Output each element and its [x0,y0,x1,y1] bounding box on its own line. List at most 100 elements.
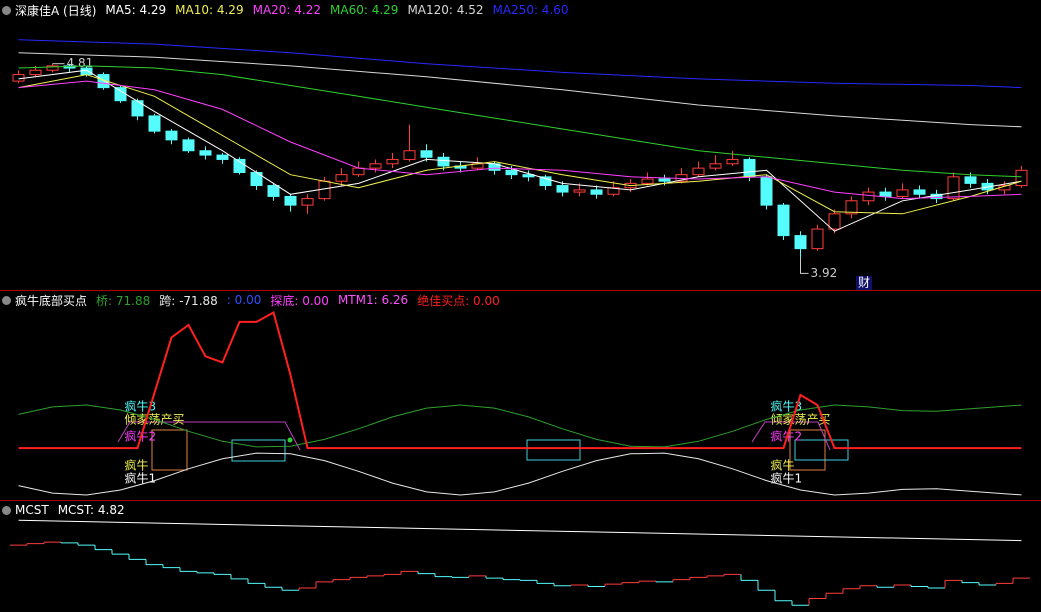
candle-body [777,204,790,237]
legend-entry: MA250: 4.60 [492,3,569,17]
candle-body [505,169,518,176]
candle-body [403,150,416,160]
legend-entry: MCST: 4.82 [57,503,125,517]
candle-body [896,189,909,197]
candle-body [284,195,297,206]
candle-body [573,189,586,193]
candle-body [301,198,314,206]
candle-body [743,158,756,178]
candle-body [216,154,229,160]
candle-body [1015,169,1028,187]
candle-body [641,178,654,184]
candle-body [165,130,178,141]
candle-body [12,74,25,82]
series-line [18,39,1022,89]
legend-entry: MA120: 4.52 [407,3,484,17]
series-line [18,74,1022,215]
signal-box [526,439,581,461]
legend-entry: 跨: -71.88 [159,293,218,308]
note-label: 财 [858,276,870,290]
candle-body [352,167,365,176]
panel-icon [2,295,11,305]
legend-entry: 绝佳买点: 0.00 [417,293,500,308]
min-label: 3.92 [811,266,838,280]
candle-body [29,69,42,76]
legend-entry: MA10: 4.29 [175,3,244,17]
candle-body [182,139,195,152]
panel-header: 深康佳A (日线) MA5: 4.29 MA10: 4.29 MA20: 4.22 MA… [2,2,569,18]
candle-body [913,189,926,195]
candle-body [114,87,127,102]
signal-label: 倾家荡产买 [771,412,831,427]
panel-title: MCST [15,503,49,517]
candle-body [437,156,450,167]
series-line [18,519,1022,542]
candle-body [879,191,892,197]
candle-body [539,176,552,187]
candle-body [199,150,212,156]
candle-body [947,176,960,200]
legend-entry: 桥: 71.88 [96,293,151,308]
candle-body [828,213,841,230]
legend-entry: : 0.00 [226,293,262,307]
candle-body [420,150,433,158]
candle-body [726,158,739,165]
panel-icon [2,5,11,15]
candle-body [386,158,399,165]
min-marker [800,257,809,274]
max-label: 4.81 [67,56,94,70]
series-line [18,311,1022,450]
candle-body [233,158,246,173]
signal-box [789,429,826,471]
panel-title: 深康佳A (日线) [15,3,97,18]
panel-title: 疯牛底部买点 [15,293,88,308]
candle-body [794,235,807,250]
candle-body [760,176,773,206]
candle-body [369,163,382,169]
panel-header: MCST MCST: 4.82 [2,502,125,518]
series-line [18,452,1022,496]
legend-entry: MA20: 4.22 [252,3,322,17]
candle-body [658,178,671,182]
candle-body [862,191,875,202]
signal-label: 疯牛3 [771,399,803,414]
legend-entry: 探底: 0.00 [270,293,329,308]
signal-label: 疯牛 [771,458,795,473]
candle-body [590,189,603,195]
candle-body [335,174,348,182]
signal-box [794,439,849,461]
candle-body [267,185,280,197]
candle-body [964,176,977,184]
candle-body [131,100,144,117]
panel-header: 疯牛底部买点 桥: 71.88 跨: -71.88 : 0.00 探底: 0.00 MTM… [2,292,500,308]
legend-entry: MA60: 4.29 [330,3,399,17]
signal-label: 疯牛1 [771,471,803,486]
signal-label: 疯牛 [125,458,149,473]
candle-body [607,187,620,195]
signal-dot [287,437,293,443]
legend-entry: MTM1: 6.26 [337,293,409,307]
candle-body [811,228,824,250]
signal-line [117,421,301,451]
series-line [18,52,1022,128]
series-line [18,65,1022,178]
candle-body [522,174,535,178]
panel-icon [2,505,11,515]
candle-body [845,200,858,215]
candle-body [148,115,161,132]
note-bg [856,276,872,290]
signal-label: 疯牛2 [771,429,803,444]
candle-body [709,163,722,169]
signal-label: 疯牛1 [125,471,157,486]
candle-body [692,167,705,176]
series-line [18,69,1022,232]
signal-box [151,429,188,471]
series-line [18,80,1022,200]
series-line [18,404,1022,448]
candle-body [46,65,59,71]
legend-entry: MA5: 4.29 [105,3,167,17]
signal-box [231,439,286,462]
signal-label: 疯牛3 [125,399,157,414]
